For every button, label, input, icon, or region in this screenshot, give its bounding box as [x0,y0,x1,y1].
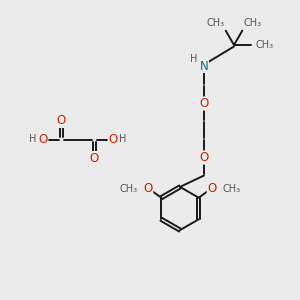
Text: O: O [39,133,48,146]
Text: O: O [207,182,217,195]
Text: O: O [200,151,208,164]
Text: H: H [119,134,127,145]
Text: CH₃: CH₃ [244,18,262,28]
Text: N: N [200,59,208,73]
Text: H: H [190,54,197,64]
Text: H: H [29,134,37,145]
Text: CH₃: CH₃ [256,40,274,50]
Text: CH₃: CH₃ [119,184,137,194]
Text: O: O [57,114,66,128]
Text: O: O [143,182,153,195]
Text: CH₃: CH₃ [206,18,224,28]
Text: O: O [108,133,117,146]
Text: O: O [90,152,99,165]
Text: CH₃: CH₃ [223,184,241,194]
Text: O: O [200,97,208,110]
